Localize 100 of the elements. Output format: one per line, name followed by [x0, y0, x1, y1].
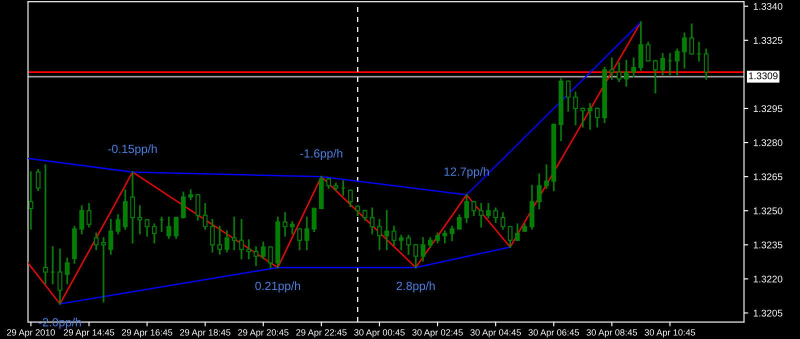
- y-tick-label: 1.3340: [754, 2, 782, 10]
- candlestick: [588, 103, 592, 130]
- line-series: [28, 21, 642, 196]
- candlestick: [566, 80, 571, 112]
- x-tick-label: 30 Apr 08:45: [586, 329, 638, 338]
- candlestick: [144, 218, 150, 237]
- candlestick: [573, 92, 578, 126]
- candlestick: [312, 208, 316, 232]
- y-tick-label: 1.3250: [754, 207, 782, 214]
- candlestick: [508, 226, 513, 248]
- candlestick: [28, 171, 34, 230]
- candlestick: [188, 189, 194, 200]
- annotation: -0.15pp/h: [108, 144, 157, 156]
- candlestick: [594, 108, 600, 128]
- y-tick-label: 1.3325: [754, 37, 782, 44]
- ref-line-label: 1.3309: [749, 72, 778, 80]
- x-tick-label: 30 Apr 00:45: [354, 329, 405, 338]
- candlestick: [377, 218, 382, 250]
- x-tick-label: 30 Apr 02:45: [412, 329, 463, 338]
- candlestick: [101, 237, 106, 302]
- candlestick: [116, 214, 120, 234]
- candlestick: [478, 203, 484, 228]
- candlestick: [290, 221, 295, 234]
- candlestick: [420, 237, 426, 262]
- y-tick-label: 1.3295: [754, 105, 782, 112]
- candlestick: [58, 248, 62, 305]
- candlestick: [370, 208, 375, 234]
- candlestick: [108, 218, 114, 255]
- candlestick: [653, 60, 658, 94]
- candlestick: [196, 194, 200, 221]
- candlestick: [246, 239, 252, 260]
- candlestick: [94, 232, 99, 250]
- candlestick: [428, 237, 433, 248]
- candlestick: [86, 203, 92, 228]
- candlestick: [232, 216, 237, 250]
- candlestick: [682, 32, 687, 68]
- candlestick: [224, 230, 230, 252]
- annotation: 0.21pp/h: [255, 281, 300, 292]
- candlestick: [536, 174, 542, 210]
- x-tick-label: 29 Apr 16:45: [122, 329, 172, 338]
- candlestick: [624, 60, 629, 87]
- candlestick: [464, 194, 469, 223]
- x-tick-label: 29 Apr 2010: [7, 329, 55, 338]
- candlestick: [202, 203, 208, 230]
- candlestick: [646, 42, 651, 62]
- x-tick-label: 30 Apr 06:45: [528, 329, 579, 338]
- x-tick-label: 30 Apr 04:45: [470, 329, 521, 338]
- candlestick: [435, 232, 440, 244]
- annotation: -1.6pp/h: [300, 148, 342, 160]
- x-tick-label: 29 Apr 20:45: [238, 329, 288, 338]
- candlestick: [500, 212, 506, 230]
- candlestick: [166, 216, 172, 239]
- candlestick: [450, 226, 454, 242]
- candlestick: [609, 58, 614, 80]
- candlestick: [130, 171, 135, 244]
- candlestick: [384, 210, 390, 250]
- candlestick: [254, 246, 258, 266]
- candlestick: [689, 24, 694, 55]
- y-tick-label: 1.3235: [754, 242, 782, 248]
- candlestick: [638, 21, 644, 71]
- candlestick: [36, 168, 41, 192]
- candlestick: [64, 258, 70, 284]
- x-tick-label: 30 Apr 10:45: [644, 329, 696, 338]
- candlestick: [398, 234, 404, 250]
- candlestick: [348, 189, 353, 208]
- y-tick-label: 1.3220: [754, 276, 782, 282]
- candlestick: [362, 210, 368, 221]
- annotation: 12.7pp/h: [444, 167, 489, 178]
- annotation: 2.8pp/h: [396, 281, 435, 292]
- candlestick: [181, 192, 186, 218]
- candlestick: [260, 242, 266, 260]
- candlestick: [174, 216, 179, 239]
- candlestick: [137, 205, 142, 234]
- candlestick: [544, 164, 549, 189]
- y-tick-label: 1.3205: [754, 310, 782, 317]
- candlestick: [268, 246, 273, 268]
- candlestick: [297, 228, 302, 250]
- candlestick: [282, 212, 288, 237]
- candlestick: [355, 205, 360, 216]
- candlestick: [326, 178, 332, 189]
- candlestick: [471, 200, 476, 216]
- candlestick: [392, 226, 396, 246]
- candlestick: [493, 208, 498, 223]
- x-tick-label: 29 Apr 14:45: [64, 329, 114, 338]
- candlestick: [674, 48, 680, 76]
- x-tick-label: 29 Apr 18:45: [180, 329, 230, 338]
- candlestick: [413, 244, 418, 268]
- x-tick-label: 29 Apr 22:45: [296, 329, 347, 338]
- candlestick: [406, 234, 411, 255]
- candlestick: [704, 48, 709, 80]
- candlestick: [304, 216, 310, 250]
- candlestick: [616, 62, 622, 82]
- candlestick: [79, 205, 84, 234]
- y-tick-label: 1.3265: [754, 173, 782, 180]
- candlestick: [152, 224, 157, 244]
- candlestick: [515, 224, 520, 242]
- candlestick: [210, 218, 215, 252]
- candlestick: [486, 203, 491, 218]
- candlestick: [442, 230, 448, 244]
- candlestick: [43, 164, 48, 284]
